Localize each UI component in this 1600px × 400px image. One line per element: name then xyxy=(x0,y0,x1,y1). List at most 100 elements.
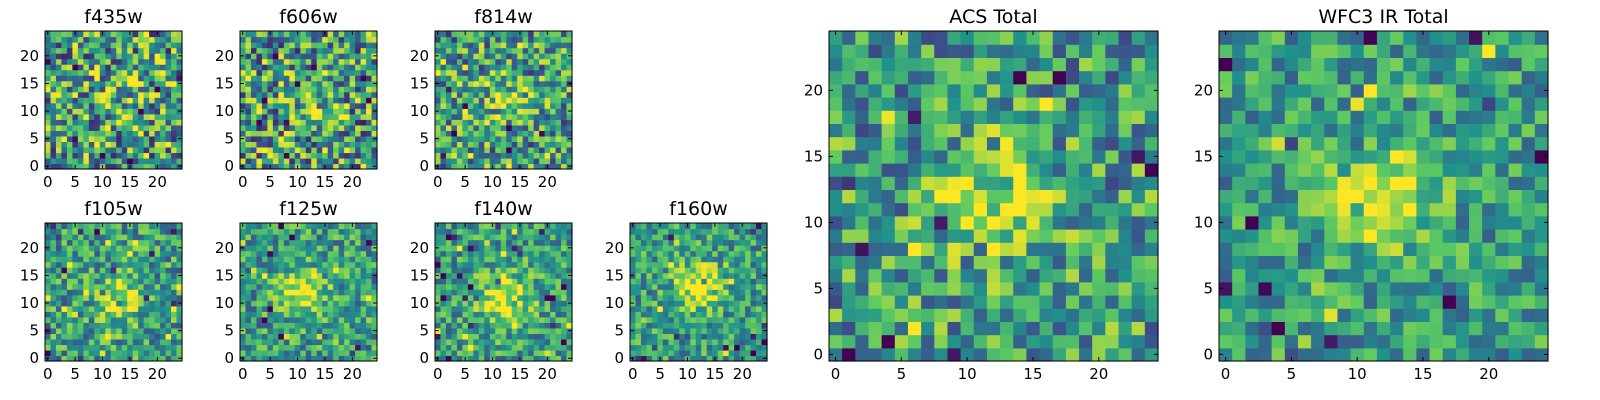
heatmap-cell xyxy=(550,300,557,307)
heatmap-cell xyxy=(679,300,686,307)
heatmap-cell xyxy=(829,334,843,349)
heatmap-cell xyxy=(539,163,546,170)
heatmap-cell xyxy=(94,278,101,285)
heatmap-cell xyxy=(495,316,502,323)
heatmap-cell xyxy=(278,135,285,142)
heatmap-cell xyxy=(105,31,112,38)
heatmap-cell xyxy=(77,305,84,312)
heatmap-cell xyxy=(272,47,279,54)
heatmap-cell xyxy=(511,289,518,296)
heatmap-cell xyxy=(267,86,274,93)
heatmap-cell xyxy=(72,113,79,120)
heatmap-cell xyxy=(550,327,557,334)
heatmap-cell xyxy=(149,97,156,104)
heatmap-cell xyxy=(127,322,134,329)
heatmap-cell xyxy=(240,283,247,290)
heatmap-cell xyxy=(143,305,150,312)
heatmap-cell xyxy=(706,355,713,362)
heatmap-cell xyxy=(50,157,57,165)
heatmap-cell xyxy=(555,91,562,98)
heatmap-cell xyxy=(160,58,167,65)
heatmap-cell xyxy=(83,300,90,307)
heatmap-cell xyxy=(105,239,112,246)
heatmap-cell xyxy=(973,163,988,177)
heatmap-cell xyxy=(349,58,356,65)
heatmap-cell xyxy=(360,327,367,334)
heatmap-cell xyxy=(673,261,680,268)
heatmap-cell xyxy=(640,300,648,307)
heatmap-cell xyxy=(550,349,557,357)
heatmap-cell xyxy=(528,228,535,235)
heatmap-cell xyxy=(734,239,741,246)
heatmap-cell xyxy=(278,152,285,159)
heatmap-cell xyxy=(267,272,274,279)
heatmap-cell xyxy=(338,31,345,38)
heatmap-cell xyxy=(267,289,274,296)
heatmap-cell xyxy=(283,64,290,71)
heatmap-cell xyxy=(484,256,491,263)
heatmap-cell xyxy=(371,86,378,93)
heatmap-cell xyxy=(240,267,247,274)
heatmap-cell xyxy=(316,338,323,346)
heatmap-cell xyxy=(739,316,746,323)
heatmap-cells xyxy=(630,223,768,362)
heatmap-cell xyxy=(484,130,491,137)
heatmap-cell xyxy=(333,108,340,115)
heatmap-cell xyxy=(267,234,274,241)
heatmap-cell xyxy=(267,349,274,357)
heatmap-cell xyxy=(539,355,546,362)
heatmap-cell xyxy=(55,53,63,60)
heatmap-cell xyxy=(278,91,285,98)
heatmap-cell xyxy=(105,64,112,71)
heatmap-cell xyxy=(116,327,123,334)
x-tick-label: 15 xyxy=(315,365,334,383)
heatmap-cell xyxy=(640,349,648,357)
heatmap-cell xyxy=(894,308,909,322)
heatmap-cell xyxy=(550,69,557,76)
heatmap-cell xyxy=(673,322,680,329)
heatmap-cell xyxy=(256,256,263,263)
heatmap-cell xyxy=(121,245,128,252)
heatmap-cell xyxy=(1052,176,1067,190)
heatmap-cell xyxy=(371,58,378,65)
heatmap-cell xyxy=(695,239,702,246)
heatmap-cell xyxy=(338,223,345,230)
heatmap-cell xyxy=(83,157,90,165)
heatmap-cell xyxy=(684,283,691,290)
heatmap-cell xyxy=(149,245,156,252)
heatmap-cell xyxy=(506,223,513,230)
heatmap-cell xyxy=(478,69,485,76)
heatmap-cell xyxy=(283,239,290,246)
heatmap-cell xyxy=(316,108,323,115)
heatmap-cell xyxy=(662,245,669,252)
heatmap-cell xyxy=(723,267,730,274)
heatmap-cell xyxy=(88,250,95,257)
heatmap-cell xyxy=(921,334,935,349)
heatmap-cell xyxy=(116,86,123,93)
heatmap-cell xyxy=(45,228,52,235)
heatmap-cell xyxy=(522,58,529,65)
heatmap-cell xyxy=(344,53,351,60)
heatmap-cell xyxy=(45,64,52,71)
heatmap-cell xyxy=(256,305,263,312)
heatmap-cell xyxy=(1118,268,1133,283)
heatmap-cell xyxy=(679,256,686,263)
heatmap-cell xyxy=(132,108,139,115)
heatmap-cell xyxy=(511,333,518,340)
heatmap-cell xyxy=(506,135,513,142)
heatmap-cell xyxy=(662,267,669,274)
heatmap-cell xyxy=(261,228,268,235)
heatmap-cell xyxy=(451,272,458,279)
heatmap-cell xyxy=(829,295,843,309)
heatmap-cell xyxy=(121,64,128,71)
heatmap-cell xyxy=(327,272,334,279)
heatmap-cell xyxy=(316,86,323,93)
heatmap-cell xyxy=(171,338,178,346)
heatmap-cell xyxy=(132,245,139,252)
heatmap-cell xyxy=(679,333,686,340)
heatmap-cell xyxy=(50,75,57,82)
heatmap-cell xyxy=(338,355,345,362)
heatmap-cell xyxy=(706,349,713,357)
heatmap-cell xyxy=(371,234,378,241)
heatmap-cell xyxy=(539,322,546,329)
